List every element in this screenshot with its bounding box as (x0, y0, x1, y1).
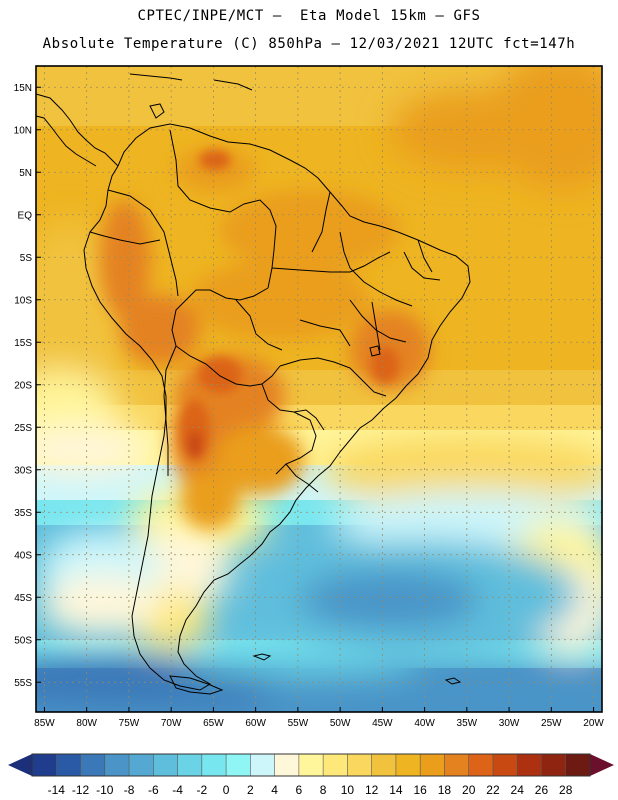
colorbar-swatch (80, 754, 106, 776)
lat-label: 15S (14, 338, 32, 349)
colorbar-label: 16 (413, 783, 427, 797)
colorbar-swatch (56, 754, 82, 776)
colorbar-label: 6 (296, 783, 303, 797)
lat-label: 10N (14, 125, 32, 136)
coastlines (35, 73, 471, 695)
colorbar-label: -4 (172, 783, 183, 797)
colorbar-min-arrow (8, 754, 32, 776)
lat-label: 55S (14, 678, 32, 689)
colorbar-label: -8 (124, 783, 135, 797)
lat-label: 5S (20, 253, 33, 264)
lon-label: 25W (541, 718, 562, 729)
graticule (36, 66, 602, 712)
lat-label: 40S (14, 550, 32, 561)
colorbar-swatch (565, 754, 591, 776)
colorbar-swatch (250, 754, 276, 776)
lon-label: 60W (245, 718, 266, 729)
lat-label: 10S (14, 295, 32, 306)
colorbar-label: -6 (148, 783, 159, 797)
colorbar-max-arrow (590, 754, 614, 776)
map-frame (35, 65, 603, 713)
lat-label: 45S (14, 593, 32, 604)
colorbar-swatch (274, 754, 300, 776)
lat-label: 30S (14, 465, 32, 476)
colorbar-swatch (444, 754, 470, 776)
lat-label: EQ (18, 210, 33, 221)
colorbar-swatch (129, 754, 154, 776)
lon-label: 70W (161, 718, 182, 729)
colorbar-swatch (492, 754, 518, 776)
lon-label: 75W (119, 718, 140, 729)
colorbar-label: -10 (96, 783, 114, 797)
colorbar-swatch (371, 754, 397, 776)
colorbar-label: 10 (341, 783, 355, 797)
lon-label: 85W (34, 718, 55, 729)
colorbar-label: 12 (365, 783, 379, 797)
longitude-labels: 85W 80W 75W 70W 65W 60W 55W 50W 45W 40W 35W 30W 25W 2… (34, 707, 604, 729)
lon-label: 45W (372, 718, 393, 729)
colorbar-swatch (347, 754, 373, 776)
colorbar-label: -2 (196, 783, 207, 797)
colorbar-label: 14 (389, 783, 403, 797)
latitude-labels: 15N 10N 5N EQ 5S 10S 15S 20S 25S 30S 35S 40S 45S 50S 5… (14, 83, 41, 689)
lat-label: 50S (14, 635, 32, 646)
colorbar-swatch (323, 754, 348, 776)
colorbar-swatch (468, 754, 494, 776)
colorbar-label: -12 (72, 783, 90, 797)
lat-label: 35S (14, 508, 32, 519)
colorbar-swatch (298, 754, 324, 776)
colorbar-swatch (226, 754, 251, 776)
lon-label: 30W (499, 718, 520, 729)
colorbar-swatch (395, 754, 421, 776)
map-title-line1: CPTEC/INPE/MCT – Eta Model 15km – GFS (137, 8, 481, 24)
colorbar-label: 0 (223, 783, 230, 797)
lon-label: 20W (583, 718, 604, 729)
colorbar-label: -14 (48, 783, 66, 797)
colorbar-label: 18 (438, 783, 452, 797)
colorbar-swatch (32, 754, 57, 776)
lon-label: 65W (203, 718, 224, 729)
lon-label: 80W (76, 718, 97, 729)
lat-label: 25S (14, 423, 32, 434)
colorbar-swatch (104, 754, 130, 776)
colorbar-label: 4 (271, 783, 278, 797)
lat-label: 15N (14, 83, 32, 94)
colorbar-swatch (201, 754, 227, 776)
lon-label: 55W (288, 718, 309, 729)
colorbar-label: 28 (559, 783, 573, 797)
colorbar-label: 22 (486, 783, 500, 797)
colorbar-label: 24 (511, 783, 525, 797)
colorbar-label: 26 (535, 783, 549, 797)
lon-label: 35W (457, 718, 478, 729)
lon-label: 40W (414, 718, 435, 729)
colorbar-swatch (517, 754, 542, 776)
lon-label: 50W (330, 718, 351, 729)
colorbar-swatch (420, 754, 445, 776)
lat-label: 20S (14, 380, 32, 391)
temperature-field (36, 66, 602, 712)
map-title-line2: Absolute Temperature (C) 850hPa – 12/03/… (42, 36, 576, 52)
colorbar-swatch (177, 754, 203, 776)
colorbar-swatch (153, 754, 179, 776)
colorbar-label: 20 (462, 783, 476, 797)
colorbar-label: 2 (247, 783, 254, 797)
colorbar-outline (31, 753, 591, 777)
colorbar-label: 8 (320, 783, 327, 797)
lat-label: 5N (19, 168, 32, 179)
colorbar-swatch (541, 754, 567, 776)
